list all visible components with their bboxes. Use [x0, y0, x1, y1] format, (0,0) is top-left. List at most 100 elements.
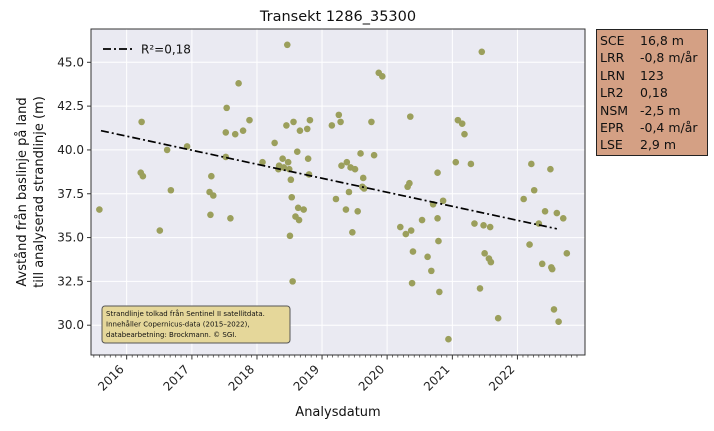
data-point [284, 158, 292, 166]
data-point [563, 250, 571, 257]
data-point [480, 222, 487, 229]
y-tick-label: 40.0 [57, 143, 84, 157]
data-point [349, 229, 356, 236]
data-point [328, 122, 336, 129]
note-line: databearbetning: Brockmann. © SGI. [106, 331, 237, 339]
stat-key: NSM [600, 102, 629, 118]
data-point [338, 162, 345, 170]
data-point [428, 267, 435, 275]
y-tick-label: 37.5 [57, 187, 84, 201]
stat-value: -0,4 m/år [640, 120, 698, 136]
data-point [156, 227, 164, 234]
data-point [559, 214, 567, 222]
data-point [402, 230, 410, 238]
note-line: Innehåller Copernicus-data (2015–2022), [106, 320, 250, 329]
x-tick-label: 2019 [291, 362, 322, 393]
stat-value: 123 [640, 67, 664, 83]
data-point [360, 185, 368, 192]
y-axis-label-line: till analyserad strandlinje (m) [32, 96, 47, 288]
data-point [283, 41, 291, 49]
stat-row-lrn: LRN 123 [600, 67, 707, 84]
data-point [279, 155, 286, 162]
statistics-box: SCE 16,8 m LRR -0,8 m/år LRN 123 LR2 0,18 NS… [596, 29, 708, 156]
data-point [231, 130, 239, 138]
data-point [235, 80, 242, 87]
stat-key: LSE [600, 137, 623, 153]
x-tick-label: 2018 [226, 362, 257, 393]
data-point [481, 250, 488, 257]
data-point [436, 288, 443, 296]
stat-value: -0,8 m/år [640, 50, 698, 66]
stat-row-lrr: LRR -0,8 m/år [600, 49, 707, 66]
data-point [294, 204, 302, 212]
data-point [434, 169, 441, 177]
x-tick-label: 2021 [421, 362, 452, 393]
data-point [286, 232, 294, 240]
data-point [478, 48, 486, 56]
stat-key: LR2 [600, 85, 624, 101]
data-point [528, 160, 535, 168]
data-point [288, 193, 296, 201]
data-point [553, 209, 561, 217]
data-point [246, 116, 253, 124]
stat-value: 0,18 [640, 85, 668, 101]
data-point [541, 207, 549, 215]
stat-key: EPR [600, 120, 625, 136]
data-point [435, 237, 442, 245]
data-point [287, 176, 295, 184]
data-point [526, 241, 533, 248]
data-point [139, 172, 147, 180]
data-point [227, 214, 234, 222]
data-point [434, 214, 441, 222]
data-point [345, 188, 353, 196]
data-point [520, 195, 527, 203]
stat-key: LRR [600, 50, 625, 66]
y-tick-label: 42.5 [57, 99, 84, 113]
y-tick-label: 35.0 [57, 231, 84, 245]
data-point [487, 258, 495, 266]
data-point [342, 206, 350, 213]
y-axis-label: Avstånd från baslinje på land till analys… [15, 96, 47, 288]
data-point [290, 118, 297, 126]
data-point [303, 125, 311, 133]
x-tick-label: 2022 [486, 362, 517, 393]
data-point [280, 164, 288, 171]
data-point [209, 192, 217, 199]
data-point [439, 197, 447, 205]
data-point [379, 73, 386, 80]
data-point [359, 174, 367, 182]
data-point [271, 139, 278, 147]
data-point [550, 306, 558, 313]
data-point [406, 113, 414, 120]
stat-row-nsm: NSM -2,5 m [600, 102, 707, 119]
data-point [295, 216, 303, 224]
data-point [337, 118, 344, 126]
y-tick-label: 30.0 [57, 318, 84, 332]
stat-row-lr2: LR2 0,18 [600, 84, 707, 101]
stat-row-lse: LSE 2,9 m [600, 136, 707, 153]
data-point [418, 216, 426, 224]
data-point [476, 285, 484, 292]
data-point [408, 279, 416, 287]
data-point [530, 186, 538, 194]
x-axis-label: Analysdatum [295, 405, 380, 420]
data-point [458, 120, 466, 127]
data-point [289, 278, 296, 285]
data-point [306, 116, 314, 124]
stat-value: 16,8 m [640, 33, 684, 48]
data-point [547, 165, 554, 173]
data-point [354, 207, 361, 215]
data-point [406, 179, 413, 187]
plot-frame [90, 28, 586, 356]
x-tick-label: 2016 [95, 362, 126, 393]
data-point [304, 155, 312, 162]
stat-value: -2,5 m [640, 102, 681, 118]
data-point [486, 223, 494, 231]
data-point [409, 248, 417, 255]
data-point [548, 265, 556, 273]
stat-row-sce: SCE 16,8 m [600, 32, 707, 49]
stat-key: SCE [600, 33, 625, 48]
data-point [138, 118, 145, 126]
data-point [335, 111, 343, 119]
